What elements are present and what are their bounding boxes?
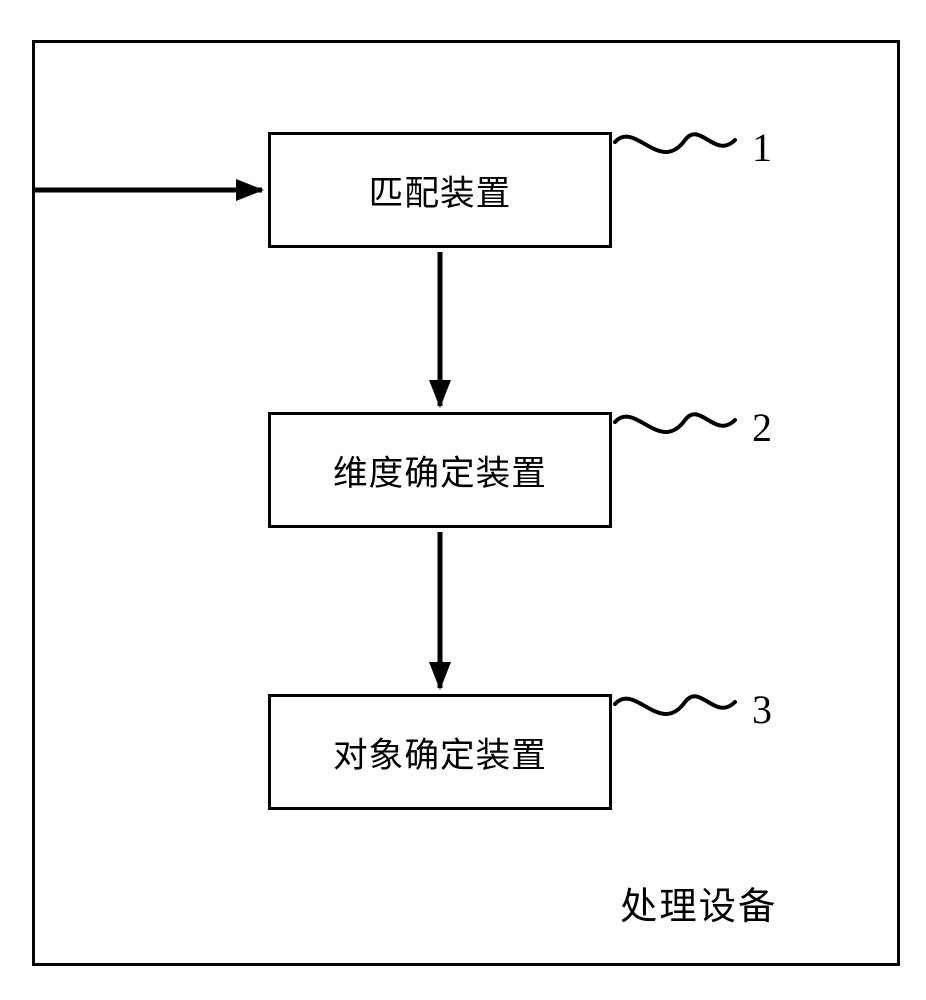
node-dimension-determining-device: 维度确定装置 <box>268 412 612 528</box>
node-object-determining-device: 对象确定装置 <box>268 694 612 810</box>
node-number-1: 1 <box>752 124 772 171</box>
node-number-3: 3 <box>752 686 772 733</box>
node-label: 对象确定装置 <box>333 727 547 777</box>
diagram-canvas: 匹配装置 1 维度确定装置 2 对象确定装置 3 处理设备 <box>0 0 926 1000</box>
node-label: 维度确定装置 <box>333 445 547 495</box>
node-label: 匹配装置 <box>369 165 512 215</box>
node-number-2: 2 <box>752 404 772 451</box>
node-matching-device: 匹配装置 <box>268 132 612 248</box>
system-label: 处理设备 <box>620 876 777 930</box>
